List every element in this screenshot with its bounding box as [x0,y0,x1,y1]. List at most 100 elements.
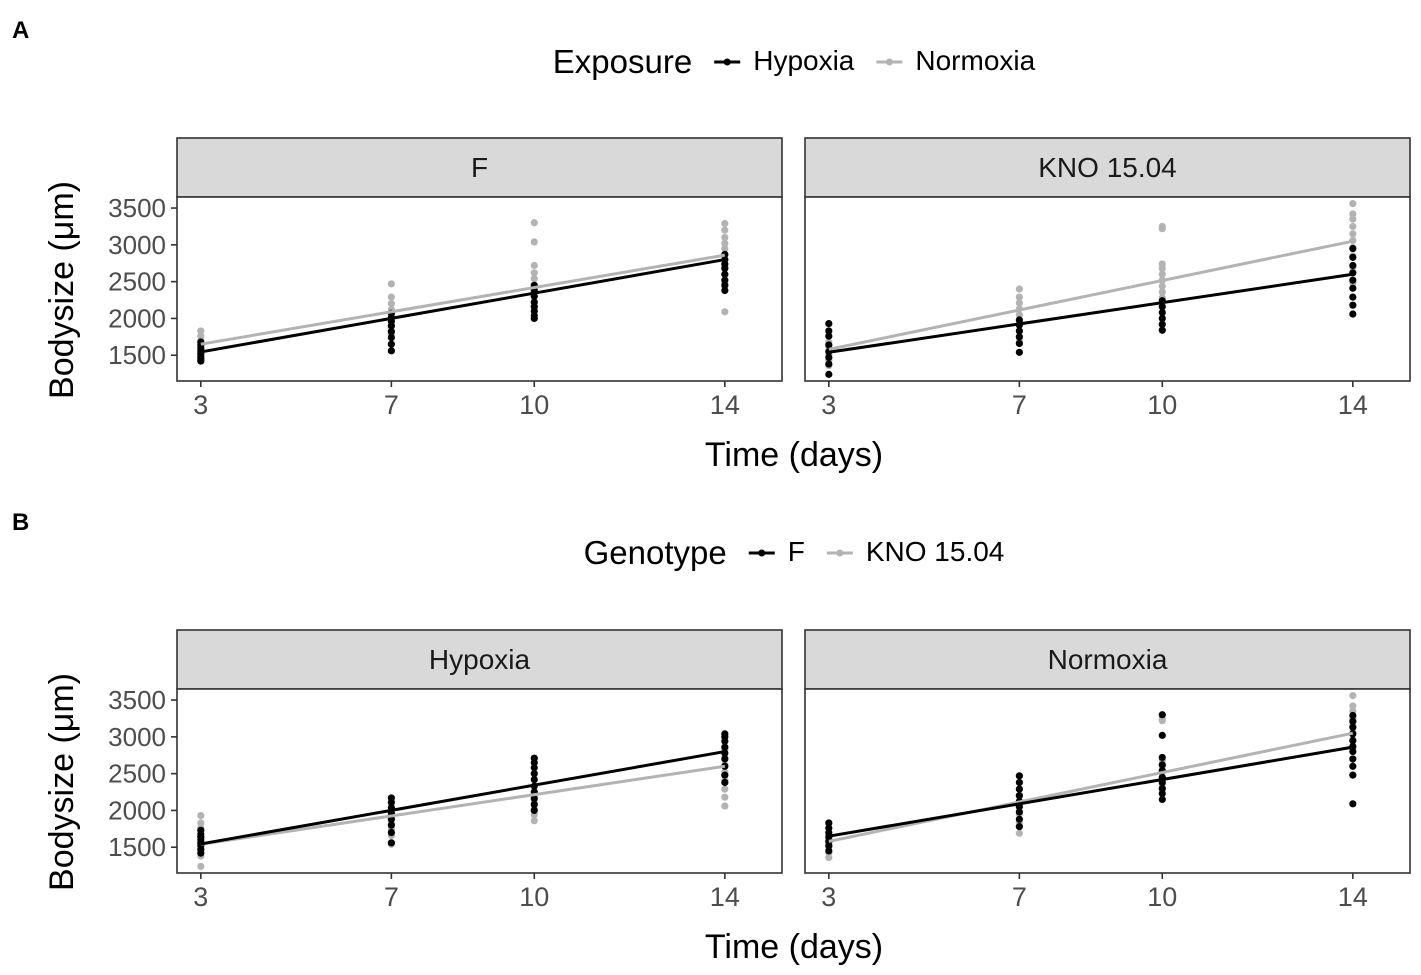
data-point [197,811,205,820]
charts-root: A Exposure Hypoxia Normoxia F 3 7 10 14 1500 2000 2… [12,17,1411,966]
data-point [1349,747,1357,756]
data-point [721,226,729,234]
data-point [1158,222,1166,231]
legend-label: F [788,536,805,567]
data-point [1015,815,1023,823]
data-point [1349,723,1357,731]
data-point [721,239,729,247]
data-point [530,238,538,246]
x-tick-label: 7 [1012,882,1027,912]
data-point [721,755,729,763]
data-point [1349,200,1357,208]
data-point [1015,316,1023,324]
data-point [1349,771,1357,779]
data-point [530,275,538,283]
legend-title: Exposure [553,43,692,80]
data-point [1158,711,1166,719]
data-point [825,319,833,328]
y-axis-title: Bodysize (μm) [43,673,81,891]
data-point [1158,314,1166,323]
data-point [721,244,729,253]
facet-label: F [471,152,488,183]
data-point [530,806,538,815]
data-point [1158,303,1166,311]
data-point [825,353,833,362]
plot-area [805,689,1410,873]
data-point [1015,823,1023,831]
legend-key-point [836,549,844,557]
data-point [721,771,729,779]
data-point [387,839,395,847]
data-point [1015,808,1023,816]
data-point [530,800,538,809]
facet-strip [804,137,1411,198]
legend-key-point [723,58,731,66]
series-points [197,730,729,857]
data-point [387,293,395,301]
data-point [1015,293,1023,301]
x-axis-title: Time (days) [705,928,883,966]
data-point [197,327,205,335]
data-point [197,819,205,827]
data-point [1349,276,1357,284]
fit-line [828,731,1354,843]
y-tick-label: 3000 [108,230,166,260]
facet-0: Hypoxia 3 7 10 14 1500 2000 2500 3000 3500 [108,629,783,912]
data-point [530,795,538,803]
data-point [1015,778,1023,787]
y-tick-label: 3500 [108,193,166,223]
x-tick-label: 10 [519,882,549,912]
chart-panel-A: A Exposure Hypoxia Normoxia F 3 7 10 14 1500 2000 2… [12,17,1411,474]
data-point [1015,285,1023,293]
data-point [1015,311,1023,319]
data-point [1158,260,1166,268]
data-point [1015,299,1023,307]
y-tick-label: 1500 [108,832,166,862]
data-point [1349,755,1357,763]
x-tick-label: 7 [1012,390,1027,420]
data-point [721,233,729,242]
x-tick-label: 14 [1338,882,1368,912]
data-point [1158,795,1166,804]
data-point [530,269,538,277]
data-point [1349,702,1357,710]
data-point [387,821,395,829]
legend-key-point [758,549,766,557]
plot-frame [804,688,1411,874]
legend-key-0 [714,58,741,66]
data-point [1015,792,1023,800]
data-point [530,298,538,306]
data-point [1015,772,1023,780]
data-point [1158,320,1166,328]
data-point [1349,244,1357,253]
x-tick-label: 10 [519,390,549,420]
facet-1: Normoxia 3 7 10 14 [804,629,1411,912]
data-point [721,793,729,801]
facet-label: KNO 15.04 [1038,152,1177,183]
data-point [1349,284,1357,292]
data-point [721,785,729,793]
data-point [1349,800,1357,808]
x-tick-label: 3 [193,390,208,420]
fit-line [828,239,1354,351]
legend-key-1 [876,58,903,66]
panel-letter: A [12,17,29,44]
plot-area [177,197,782,381]
plot-frame [176,688,783,874]
data-point [721,743,729,751]
facet-1: KNO 15.04 3 7 10 14 [804,137,1411,420]
data-point [387,347,395,355]
data-point [387,828,395,837]
data-point [1349,253,1357,261]
data-point [1349,293,1357,301]
facet-strip [804,629,1411,690]
data-point [825,847,833,855]
data-point [387,280,395,288]
plot-area [177,689,782,873]
data-point [825,853,833,862]
data-point [1158,789,1166,798]
data-point [1158,784,1166,792]
y-tick-label: 2000 [108,795,166,825]
data-point [197,826,205,834]
